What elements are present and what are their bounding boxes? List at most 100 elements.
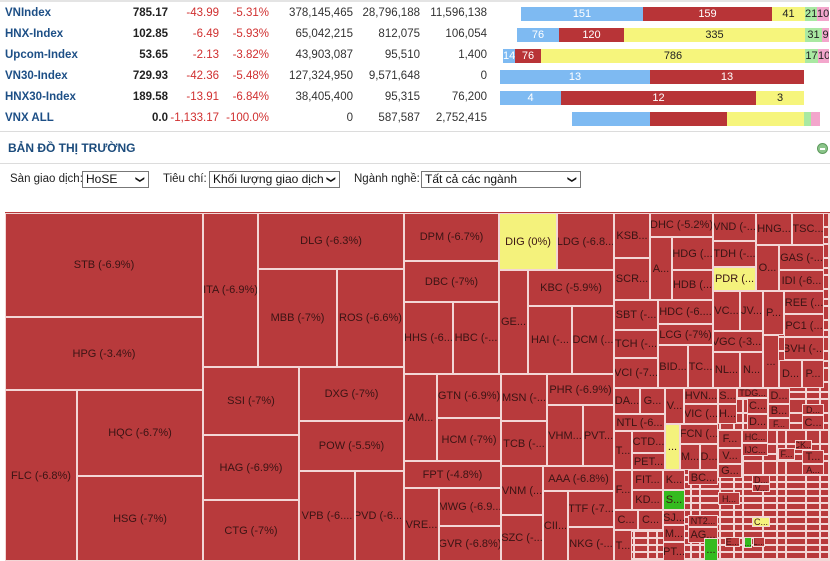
treemap-tile[interactable]: PHR (-6.9%) [547, 374, 614, 405]
treemap-tile[interactable] [820, 510, 829, 517]
treemap-tile[interactable]: O... [756, 245, 779, 291]
treemap-tile[interactable] [820, 545, 829, 552]
treemap-tile[interactable]: DXG (-7%) [299, 367, 404, 421]
treemap-tile[interactable]: VHM... [547, 405, 583, 466]
treemap-tile[interactable] [820, 475, 829, 482]
treemap-tile[interactable]: C... [747, 398, 768, 414]
treemap-tile[interactable] [734, 423, 743, 430]
treemap-tile[interactable]: DHC (-5.2%) [650, 213, 713, 237]
treemap-tile[interactable] [700, 496, 720, 503]
treemap-tile[interactable] [734, 482, 743, 489]
treemap-tile[interactable] [806, 503, 820, 510]
treemap-tile[interactable]: HC... [742, 430, 768, 443]
treemap-tile[interactable]: BVH (-... [784, 337, 824, 360]
treemap-tile[interactable]: PDR (... [713, 267, 756, 291]
treemap-tile[interactable] [720, 510, 734, 517]
treemap-tile[interactable] [820, 489, 829, 496]
treemap-tile[interactable]: PT... [663, 542, 685, 561]
treemap-tile[interactable] [648, 552, 657, 559]
treemap-tile[interactable] [786, 475, 806, 482]
treemap-tile[interactable] [720, 423, 734, 430]
treemap-tile[interactable] [820, 430, 829, 444]
treemap-tile[interactable]: REE (... [784, 291, 824, 314]
treemap-tile[interactable] [763, 538, 777, 545]
treemap-tile[interactable]: FLC (-6.8%) [5, 390, 77, 561]
treemap-tile[interactable]: AM... [404, 374, 437, 461]
treemap-tile[interactable] [806, 482, 820, 489]
treemap-tile[interactable] [786, 503, 806, 510]
index-name[interactable]: VNIndex [5, 7, 52, 19]
treemap-tile[interactable]: GAS (-... [779, 245, 824, 270]
treemap-tile[interactable]: DCM (... [572, 306, 614, 374]
treemap-tile[interactable] [763, 461, 777, 475]
treemap-tile[interactable]: S... [663, 490, 685, 510]
treemap-tile[interactable] [806, 489, 820, 496]
treemap-tile[interactable]: MSN (-... [501, 374, 547, 421]
treemap-tile[interactable]: D... [768, 388, 790, 404]
treemap-tile[interactable] [820, 392, 829, 399]
treemap-tile[interactable] [820, 496, 829, 503]
treemap-tile[interactable]: CK... [795, 440, 812, 450]
treemap-tile[interactable] [763, 454, 777, 461]
treemap-tile[interactable]: T... [614, 431, 632, 470]
treemap-tile[interactable] [786, 510, 806, 517]
treemap-tile[interactable] [820, 482, 829, 489]
treemap-tile[interactable]: IDI (-6... [779, 270, 824, 291]
treemap-tile[interactable]: TDH (-... [713, 241, 756, 267]
treemap-tile[interactable]: S... [718, 388, 737, 404]
treemap-tile[interactable] [820, 524, 829, 531]
treemap-tile[interactable]: C... [638, 510, 663, 530]
minus-circle-icon[interactable] [817, 143, 828, 154]
treemap-tile[interactable]: TSC... [792, 213, 824, 245]
treemap-tile[interactable]: HNG... [756, 213, 792, 245]
treemap-tile[interactable]: SCR... [614, 258, 650, 300]
treemap-tile[interactable]: F... [768, 418, 790, 430]
treemap-tile[interactable]: SZC (-... [501, 515, 543, 561]
treemap-tile[interactable]: HHS (-6... [404, 302, 453, 374]
treemap-tile[interactable]: TCB (-... [501, 421, 547, 466]
treemap-tile[interactable]: T... [802, 450, 824, 464]
treemap-tile[interactable]: F... [778, 448, 795, 460]
treemap-tile[interactable] [743, 461, 763, 475]
treemap-tile[interactable] [777, 461, 786, 475]
treemap-tile[interactable] [777, 475, 786, 482]
treemap-tile[interactable]: KSB... [614, 213, 650, 258]
treemap-tile[interactable]: DPM (-6.7%) [404, 213, 499, 261]
treemap-tile[interactable]: M... [663, 525, 685, 542]
treemap-tile[interactable]: GTN (-6.9%) [437, 374, 501, 418]
treemap-tile[interactable]: KBC (-5.9%) [528, 270, 614, 306]
treemap-tile[interactable]: D... [779, 360, 802, 388]
treemap-tile[interactable]: P... [763, 291, 784, 335]
treemap-tile[interactable] [806, 552, 820, 559]
treemap-tile[interactable]: BC... [688, 470, 718, 485]
treemap-tile[interactable] [806, 524, 820, 531]
treemap-tile[interactable] [820, 552, 829, 559]
treemap-tile[interactable] [763, 489, 777, 496]
treemap-tile[interactable] [777, 510, 786, 517]
treemap-tile[interactable]: M... [680, 444, 700, 470]
sector-select[interactable]: Tất cả các ngành ❯ [421, 171, 581, 188]
treemap-tile[interactable] [763, 545, 777, 552]
treemap-tile[interactable] [806, 510, 820, 517]
treemap-tile[interactable] [691, 503, 700, 510]
treemap-tile[interactable]: CII... [543, 491, 568, 561]
exchange-select[interactable]: HoSE ❯ [82, 171, 149, 188]
treemap-tile[interactable]: D... [752, 475, 770, 484]
treemap-tile[interactable]: SSI (-7%) [203, 367, 299, 435]
treemap-tile[interactable]: F... [614, 470, 632, 510]
treemap-tile[interactable] [700, 489, 720, 496]
treemap-tile[interactable]: G... [718, 464, 742, 478]
treemap-tile[interactable]: HDC (-6.... [658, 300, 713, 324]
treemap-tile[interactable]: VIC (... [684, 404, 718, 424]
treemap-tile[interactable] [743, 503, 763, 510]
treemap-tile[interactable] [777, 430, 786, 444]
treemap-tile[interactable] [720, 524, 734, 531]
treemap-tile[interactable]: HCM (-7%) [437, 418, 501, 461]
treemap-tile[interactable]: JV... [740, 291, 763, 331]
treemap-tile[interactable]: VRE... [404, 488, 439, 561]
treemap-tile[interactable] [820, 531, 829, 538]
treemap-tile[interactable] [691, 496, 700, 503]
treemap-tile[interactable] [763, 510, 777, 517]
treemap-tile[interactable]: HVN... [684, 388, 718, 404]
treemap-tile[interactable]: PET... [632, 453, 665, 470]
